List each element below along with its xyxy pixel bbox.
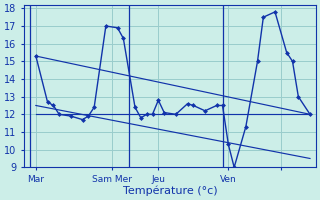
X-axis label: Température (°c): Température (°c) [123,185,217,196]
